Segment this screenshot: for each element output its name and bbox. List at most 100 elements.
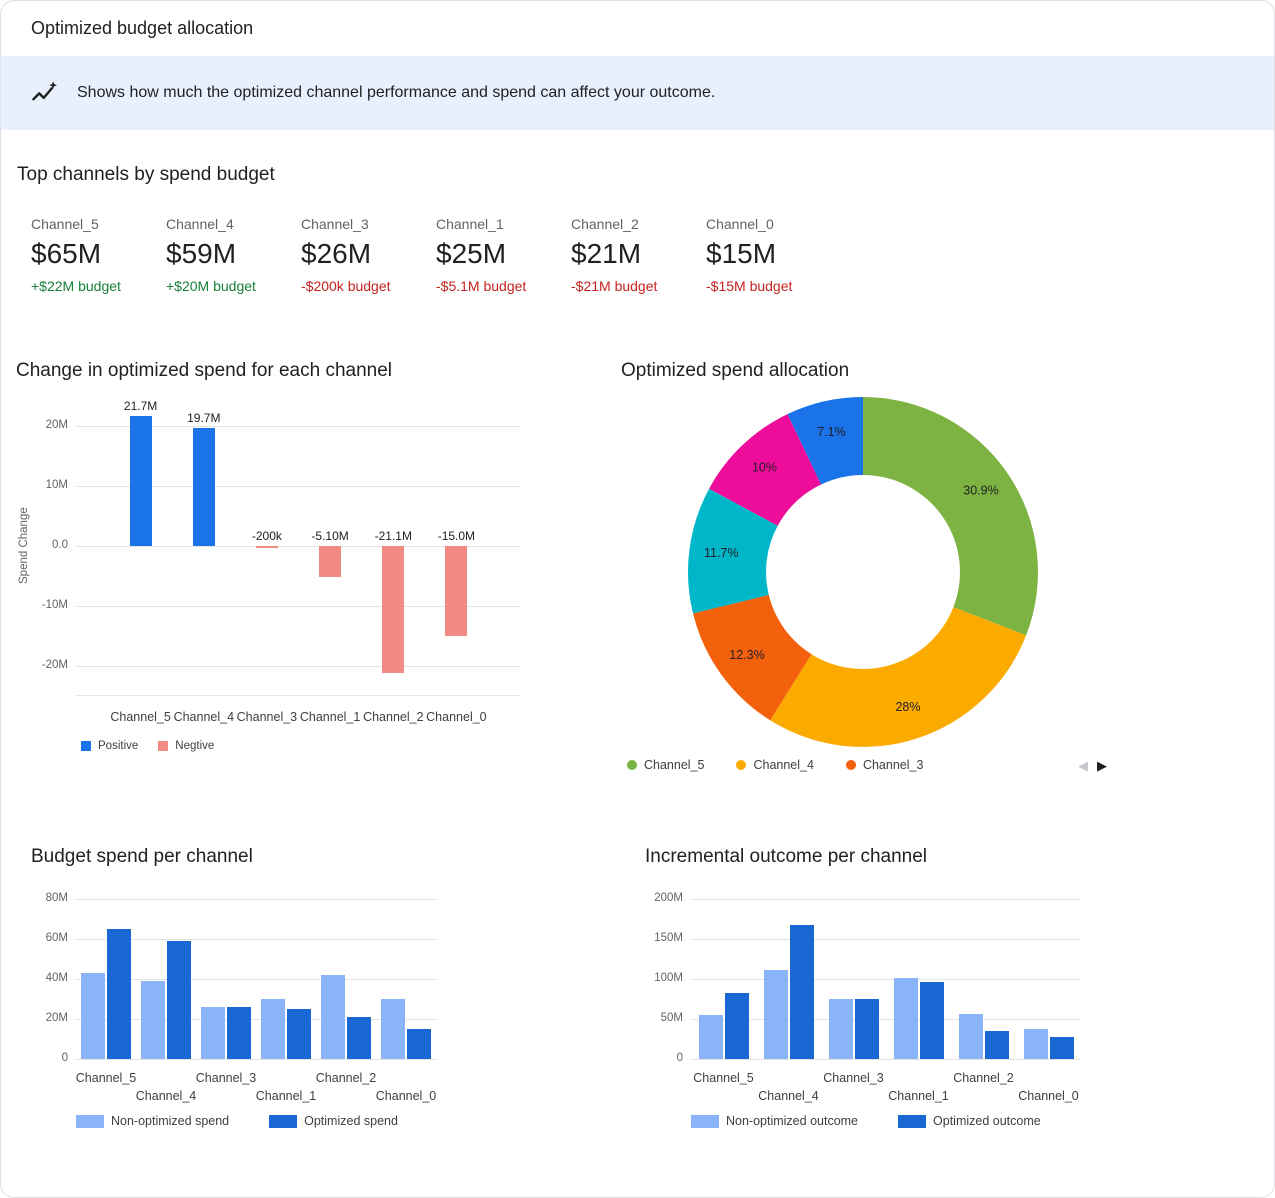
legend-swatch <box>76 1114 104 1128</box>
channel-spend-value: $65M <box>31 238 102 269</box>
spend-change-chart: Change in optimized spend for each chann… <box>16 360 586 788</box>
report-header: Optimized budget allocation <box>1 1 1274 56</box>
x-axis-label: Channel_5 <box>75 1071 137 1085</box>
y-axis-tick-label: -20M <box>41 659 68 671</box>
y-gridline <box>76 939 436 940</box>
y-axis-tick-label: -10M <box>41 599 68 611</box>
legend-item: Optimized spend <box>269 1114 398 1128</box>
grouped-plot <box>691 899 1081 1060</box>
incremental-outcome-chart: Incremental outcome per channel 200M 150M… <box>645 846 1145 1141</box>
y-gridline <box>76 1019 436 1020</box>
legend-label: Non-optimized outcome <box>726 1114 859 1128</box>
x-axis-label: Channel_1 <box>255 1089 317 1103</box>
grouped-bar <box>893 978 918 1059</box>
legend-swatch <box>898 1114 927 1128</box>
y-axis-tick-label: 0 <box>61 1052 68 1064</box>
y-axis-tick-label: 20M <box>45 1012 68 1024</box>
channel-budget-delta: -$15M budget <box>706 278 793 294</box>
donut-chart-body: 30.9% 28% 12.3% 11.7% 10% 7.1% <box>621 394 1141 754</box>
legend-item: Optimized outcome <box>898 1114 1041 1128</box>
charts-row-2: Budget spend per channel 80M 60M 40M 20M 0 Ch… <box>1 846 1274 1141</box>
donut-slice <box>709 414 822 526</box>
x-axis-label: Channel_3 <box>195 1071 257 1085</box>
spend-allocation-chart: Optimized spend allocation 30.9% 28% 12.3%… <box>621 360 1141 772</box>
legend-label: Negtive <box>175 740 215 752</box>
grouped-bar <box>201 1007 225 1059</box>
spend-change-bar <box>129 415 152 546</box>
legend-swatch <box>81 741 91 751</box>
grouped-bar <box>141 981 165 1059</box>
info-banner: Shows how much the optimized channel per… <box>1 56 1274 130</box>
incremental-outcome-chart-body: 200M 150M 100M 50M 0 Channel_5 Channel_4 Channe… <box>645 876 1145 1141</box>
spend-change-chart-title: Change in optimized spend for each chann… <box>16 360 393 381</box>
y-gridline <box>691 939 1081 940</box>
grouped-bar <box>919 982 944 1059</box>
x-axis-label: Channel_5 <box>110 710 171 724</box>
bar-value-label: 19.7M <box>187 410 221 425</box>
channel-card: Channel_3 $26M -$200k budget <box>301 216 436 294</box>
channel-spend-value: $59M <box>166 238 237 269</box>
x-axis-label: Channel_3 <box>236 710 298 724</box>
banner-description: Shows how much the optimized channel per… <box>77 84 716 101</box>
donut-slice <box>688 488 778 614</box>
grouped-bar <box>321 975 345 1059</box>
x-axis-label: Channel_2 <box>953 1071 1014 1085</box>
donut-slice-label: 7.1% <box>817 425 846 439</box>
chart-legend: Non-optimized outcome Optimized outcome <box>691 1114 1041 1128</box>
insights-icon <box>27 76 61 110</box>
y-gridline <box>76 546 521 547</box>
y-axis-tick-label: 50M <box>660 1012 683 1024</box>
grouped-bar <box>81 973 105 1059</box>
grouped-bar <box>984 1031 1009 1059</box>
legend-label: Positive <box>98 740 139 752</box>
channel-budget-delta: +$20M budget <box>166 278 256 294</box>
y-axis-tick-label: 80M <box>45 892 68 904</box>
bar-value-label: 21.7M <box>123 398 158 413</box>
donut-slice-label: 11.7% <box>704 546 739 560</box>
channel-name: Channel_2 <box>571 216 639 232</box>
donut-slice <box>770 607 1027 747</box>
spend-change-bar <box>255 546 278 548</box>
legend-dot <box>627 760 637 770</box>
y-axis-tick-label: 20M <box>45 419 68 431</box>
legend-dot <box>845 760 856 770</box>
legend-item: Negtive <box>158 740 214 752</box>
donut-legend-item: Channel_3 <box>845 758 924 772</box>
legend-swatch <box>691 1114 719 1128</box>
y-gridline <box>76 426 521 427</box>
grouped-bar <box>958 1014 983 1059</box>
legend-label: Channel_3 <box>862 758 924 772</box>
y-axis-tick-label: 100M <box>654 972 683 984</box>
channel-card: Channel_0 $15M -$15M budget <box>706 216 841 294</box>
channel-budget-delta: -$21M budget <box>571 278 658 294</box>
top-channels-section: Top channels by spend budget Channel_5 $6… <box>17 164 1258 294</box>
legend-label: Channel_4 <box>753 758 814 772</box>
y-gridline <box>691 899 1081 900</box>
x-axis-label: Channel_1 <box>888 1089 949 1103</box>
donut-slice <box>693 594 812 721</box>
x-axis-label: Channel_5 <box>693 1071 754 1085</box>
x-axis-label: Channel_1 <box>299 710 361 724</box>
y-axis-tick-label: 200M <box>654 892 683 904</box>
y-gridline <box>691 979 1081 980</box>
x-axis-label: Channel_4 <box>135 1089 197 1103</box>
budget-spend-chart-body: 80M 60M 40M 20M 0 Channel_5 Channel_4 Channel_3… <box>31 876 591 1141</box>
legend-item: Non-optimized spend <box>76 1114 229 1128</box>
grouped-bar <box>854 999 879 1059</box>
y-gridline <box>76 1059 436 1060</box>
spend-change-bar <box>319 546 342 577</box>
grouped-bar <box>698 1015 723 1059</box>
top-channels-cards: Channel_5 $65M +$22M budget Channel_4 $59M +$… <box>17 216 1258 294</box>
grouped-bar <box>347 1017 371 1059</box>
legend-label: Optimized spend <box>304 1114 398 1128</box>
incremental-outcome-chart-title: Incremental outcome per channel <box>645 846 927 867</box>
y-axis-tick-label: 60M <box>45 932 68 944</box>
chart-legend: Non-optimized spend Optimized spend <box>76 1114 398 1128</box>
legend-prev-button[interactable]: ◀ <box>1078 757 1088 773</box>
bar-value-label: -5.10M <box>311 529 349 543</box>
bar-value-label: -15.0M <box>437 529 476 543</box>
legend-next-button[interactable]: ▶ <box>1097 757 1107 773</box>
charts-row-1: Change in optimized spend for each chann… <box>1 360 1274 788</box>
donut-slice-label: 28% <box>895 700 920 714</box>
